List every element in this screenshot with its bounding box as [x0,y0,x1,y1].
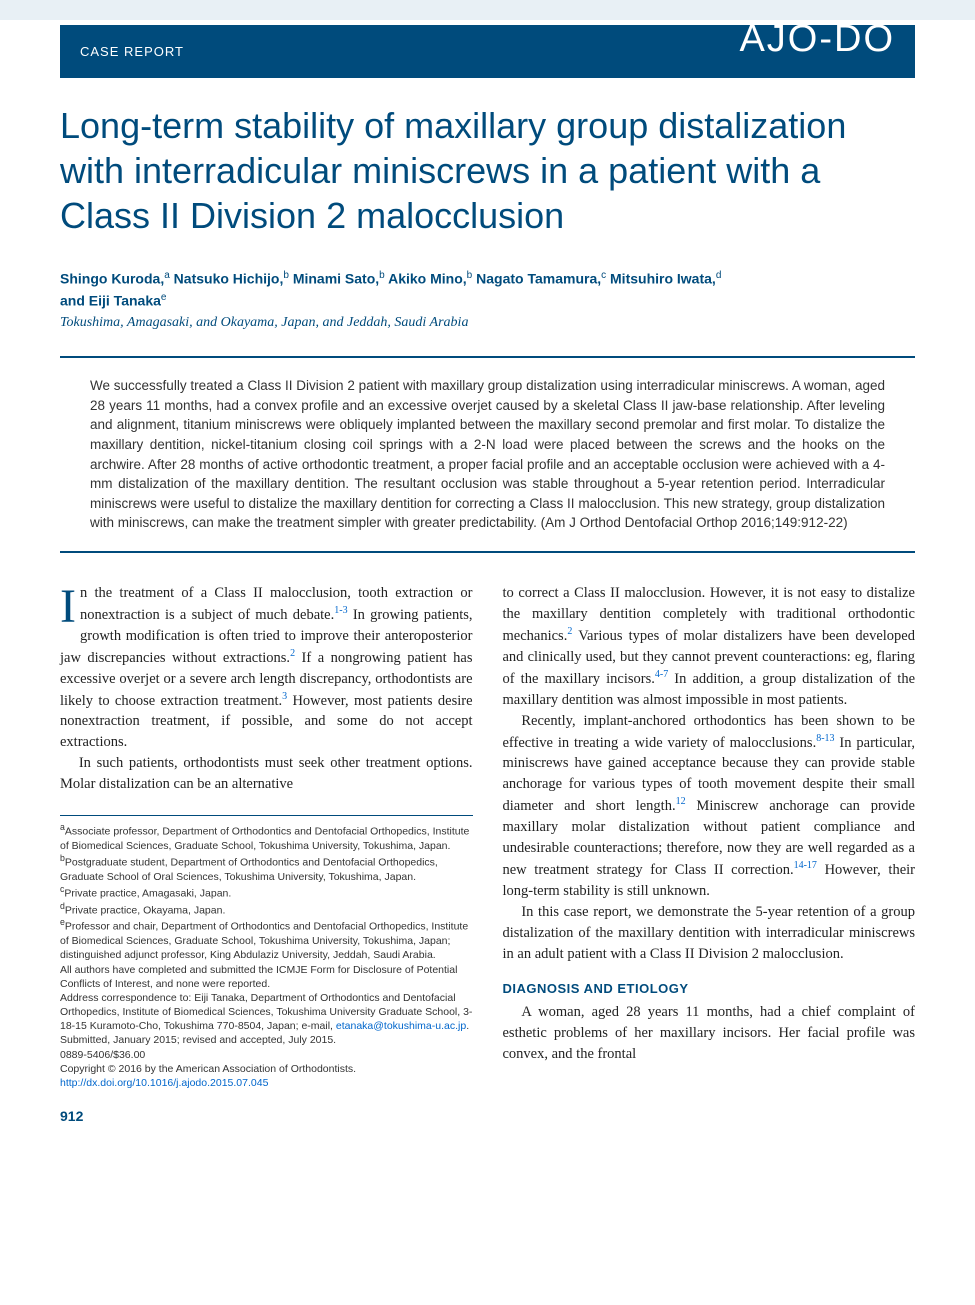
page-number: 912 [60,1108,473,1124]
footnote-copyright: Copyright © 2016 by the American Associa… [60,1062,473,1076]
left-column: In the treatment of a Class II malocclus… [60,583,473,1124]
article-title: Long-term stability of maxillary group d… [60,103,915,238]
ref-link[interactable]: 8-13 [816,733,834,744]
top-bar [0,0,975,20]
body-text: In the treatment of a Class II malocclus… [60,583,473,796]
footnote-submitted: Submitted, January 2015; revised and acc… [60,1033,473,1047]
author-name: Minami Sato, [293,271,379,287]
author-affil-sup: b [283,270,289,281]
author-affil-sup: c [601,270,606,281]
email-link[interactable]: etanaka@tokushima-u.ac.jp [336,1020,466,1032]
section-label: CASE REPORT [80,44,184,59]
author-affil-sup: b [379,270,385,281]
footnote-text: Associate professor, Department of Ortho… [60,826,469,852]
authors: Shingo Kuroda,a Natsuko Hichijo,b Minami… [60,268,915,311]
ref-link[interactable]: 4-7 [655,669,668,680]
dropcap: I [60,583,80,628]
abstract-text: We successfully treated a Class II Divis… [90,376,885,533]
author-name: Natsuko Hichijo, [174,271,284,287]
author-affil-sup: a [164,270,170,281]
page: CASE REPORT AJO-DO Long-term stability o… [0,25,975,1164]
doi-link[interactable]: http://dx.doi.org/10.1016/j.ajodo.2015.0… [60,1077,268,1089]
author-name: Mitsuhiro Iwata, [610,271,716,287]
author-affil-sup: d [716,270,722,281]
footnote-text: Private practice, Amagasaki, Japan. [64,888,231,900]
para-text: In such patients, orthodontists must see… [60,753,473,795]
ref-link[interactable]: 12 [676,796,686,807]
author-affil-sup: e [161,292,167,303]
header-band: CASE REPORT AJO-DO [60,25,915,78]
footnote-text: Postgraduate student, Department of Orth… [60,857,438,883]
affiliation-summary: Tokushima, Amagasaki, and Okayama, Japan… [60,315,915,331]
para-text: In this case report, we demonstrate the … [503,902,916,965]
footnote-issn: 0889-5406/$36.00 [60,1048,473,1062]
body-text: to correct a Class II malocclusion. Howe… [503,583,916,965]
author-name: Akiko Mino, [388,271,467,287]
author-name: Nagato Tamamura, [476,271,601,287]
right-column: to correct a Class II malocclusion. Howe… [503,583,916,1124]
footnote-text: . [466,1020,469,1032]
author-name: and Eiji Tanaka [60,292,161,308]
ref-link[interactable]: 1-3 [334,605,347,616]
author-name: Shingo Kuroda, [60,271,164,287]
section-heading: DIAGNOSIS AND ETIOLOGY [503,981,916,996]
footnote-text: Private practice, Okayama, Japan. [65,904,226,916]
footnote-text: Professor and chair, Department of Ortho… [60,921,468,961]
body-text: A woman, aged 28 years 11 months, had a … [503,1002,916,1065]
body-columns: In the treatment of a Class II malocclus… [60,583,915,1124]
journal-logo: AJO-DO [739,18,895,61]
footnote-disclosure: All authors have completed and submitted… [60,963,473,991]
abstract-box: We successfully treated a Class II Divis… [60,356,915,553]
ref-link[interactable]: 14-17 [794,860,817,871]
author-affil-sup: b [467,270,473,281]
para-text: A woman, aged 28 years 11 months, had a … [503,1002,916,1065]
footnotes: aAssociate professor, Department of Orth… [60,815,473,1090]
